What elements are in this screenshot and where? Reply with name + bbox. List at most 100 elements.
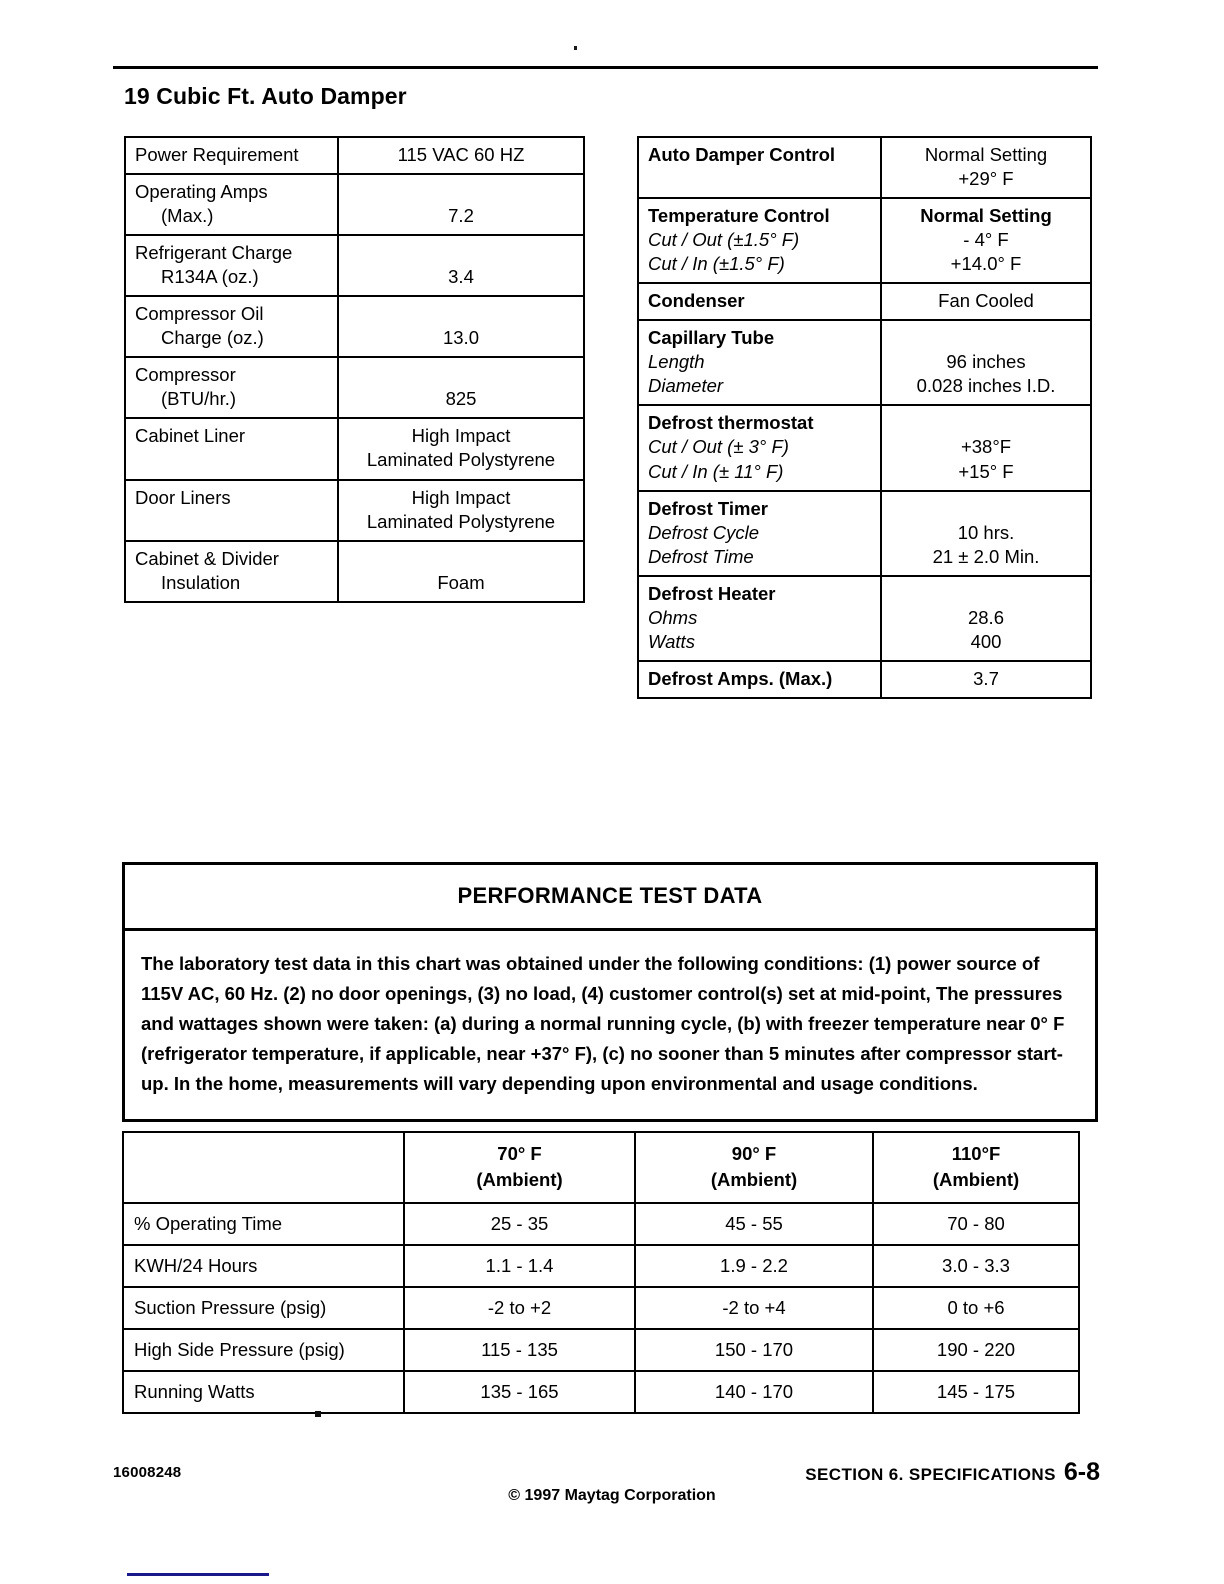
cell-content: Defrost Heater Ohms Watts — [639, 577, 880, 660]
cell-content: High Side Pressure (psig) — [124, 1330, 403, 1370]
condition-marker: (1) — [868, 953, 892, 974]
table-row: Compressor Oil Charge (oz.) 13.0 — [124, 295, 585, 359]
table-row: Cabinet Liner High Impact Laminated Polys… — [124, 417, 585, 481]
perf-value-cell: 1.1 - 1.4 — [403, 1243, 636, 1288]
cell-line: Insulation — [161, 571, 241, 593]
table-row: Power Requirement 115 VAC 60 HZ — [124, 135, 585, 176]
cell-content: 1.1 - 1.4 — [405, 1246, 634, 1286]
cell-line: Foam — [437, 571, 485, 593]
cell-line: 13.0 — [442, 327, 479, 349]
cell-line: 145 - 175 — [936, 1380, 1016, 1402]
cell-line: Cut / In (± 11° F) — [648, 460, 784, 482]
spec-value-cell: 3.4 — [337, 234, 585, 298]
cell-content: 13.0 — [339, 297, 583, 356]
scan-artifact-bottom — [315, 1411, 321, 1417]
cell-line: High Impact — [411, 425, 511, 447]
cell-content: 3.0 - 3.3 — [874, 1246, 1078, 1286]
cell-content: 10 hrs. 21 ± 2.0 Min. — [882, 492, 1090, 575]
table-row: Cabinet & Divider Insulation Foam — [124, 539, 585, 603]
condition-marker: (2) — [283, 982, 306, 1004]
cell-content — [124, 1133, 403, 1202]
cell-line: Condenser — [648, 290, 745, 312]
spec-value-cell: 28.6 400 — [880, 574, 1092, 662]
performance-data-table: 70° F (Ambient) 90° F (Ambient) 110°F (Ambien… — [122, 1131, 1080, 1414]
perf-value-cell: -2 to +2 — [403, 1285, 636, 1330]
performance-panel-description: The laboratory test data in this chart w… — [141, 953, 1065, 1094]
cell-line: 1.1 - 1.4 — [485, 1254, 554, 1276]
cell-content: Running Watts — [124, 1372, 403, 1412]
cell-content: Condenser — [639, 284, 880, 319]
cell-line: +15° F — [958, 460, 1014, 482]
cell-line: Defrost thermostat — [648, 412, 814, 434]
spec-value-cell: 825 — [337, 356, 585, 420]
spec-label-cell: Compressor (BTU/hr.) — [124, 356, 339, 420]
cell-content: 3.7 — [882, 662, 1090, 697]
cell-line: (Ambient) — [932, 1169, 1020, 1191]
performance-test-data-panel: PERFORMANCE TEST DATA The laboratory tes… — [122, 862, 1098, 1122]
cell-line: Ohms — [648, 606, 698, 628]
cell-line: 10 hrs. — [957, 521, 1015, 543]
cell-line: -2 to +4 — [722, 1296, 786, 1318]
footer-copyright: © 1997 Maytag Corporation — [508, 1487, 716, 1504]
cell-content: Refrigerant Charge R134A (oz.) — [126, 236, 337, 295]
perf-value-cell: 140 - 170 — [634, 1369, 874, 1414]
cell-line: Compressor Oil — [135, 303, 264, 325]
cell-content: Auto Damper Control — [639, 138, 880, 197]
cell-content: Normal Setting - 4° F +14.0° F — [882, 199, 1090, 282]
cell-content: -2 to +2 — [405, 1288, 634, 1328]
cell-line: +14.0° F — [950, 253, 1022, 275]
cell-line: 25 - 35 — [490, 1212, 549, 1234]
spec-label-cell: Auto Damper Control — [637, 135, 882, 200]
cell-line: 190 - 220 — [936, 1338, 1016, 1360]
perf-value-cell: 190 - 220 — [872, 1327, 1080, 1372]
cell-content: 110°F (Ambient) — [874, 1133, 1078, 1202]
spec-value-cell: 96 inches 0.028 inches I.D. — [880, 319, 1092, 407]
spec-value-cell: Normal Setting +29° F — [880, 135, 1092, 200]
cell-content: Door Liners — [126, 481, 337, 540]
cell-line: Cut / Out (± 3° F) — [648, 436, 789, 458]
perf-value-cell: 145 - 175 — [872, 1369, 1080, 1414]
cell-line: R134A (oz.) — [161, 266, 259, 288]
cell-line: Cabinet & Divider — [135, 547, 279, 569]
table-row: Running Watts 135 - 165 140 - 170 145 - 175 — [122, 1369, 1080, 1414]
cell-content: Defrost thermostat Cut / Out (± 3° F) Cut … — [639, 406, 880, 489]
cell-content: 45 - 55 — [636, 1204, 872, 1244]
perf-value-cell: 25 - 35 — [403, 1201, 636, 1246]
cell-line: 3.0 - 3.3 — [942, 1254, 1010, 1276]
cell-line: Suction Pressure (psig) — [134, 1296, 327, 1318]
condition-marker: (3) — [477, 982, 501, 1004]
condition-marker: (4) — [581, 982, 604, 1004]
cell-content: 145 - 175 — [874, 1372, 1078, 1412]
cell-line: Fan Cooled — [938, 290, 1034, 312]
cell-content: 135 - 165 — [405, 1372, 634, 1412]
cell-content: Foam — [339, 542, 583, 601]
spec-value-cell: Foam — [337, 539, 585, 603]
cell-line: (Ambient) — [710, 1169, 798, 1191]
cell-line: Operating Amps — [135, 181, 268, 203]
cell-line: Door Liners — [135, 486, 231, 508]
spec-left-body: Power Requirement 115 VAC 60 HZ Operating … — [124, 135, 585, 603]
perf-value-cell: 135 - 165 — [403, 1369, 636, 1414]
spec-label-cell: Operating Amps (Max.) — [124, 173, 339, 237]
cell-content: Power Requirement — [126, 138, 337, 173]
performance-panel-title: PERFORMANCE TEST DATA — [125, 865, 1095, 931]
cell-line: 45 - 55 — [725, 1212, 783, 1234]
perf-value-cell: 0 to +6 — [872, 1285, 1080, 1330]
cell-line: 1.9 - 2.2 — [720, 1254, 788, 1276]
cell-line: Cut / Out (±1.5° F) — [648, 229, 800, 251]
cell-line: KWH/24 Hours — [134, 1254, 258, 1276]
cell-line: Power Requirement — [135, 144, 299, 165]
spec-value-cell: High Impact Laminated Polystyrene — [337, 478, 585, 542]
perf-column-header: 90° F (Ambient) — [634, 1131, 874, 1204]
cell-line: 115 - 135 — [481, 1338, 558, 1360]
cell-content: 90° F (Ambient) — [636, 1133, 872, 1202]
cell-line: -2 to +2 — [487, 1296, 552, 1318]
footer-section-text: SECTION 6. SPECIFICATIONS — [805, 1465, 1056, 1484]
spec-label-cell: Defrost Timer Defrost Cycle Defrost Time — [637, 489, 882, 577]
cell-line: 400 — [970, 630, 1002, 652]
cell-line: Laminated Polystyrene — [366, 449, 556, 471]
cell-line: 0.028 inches I.D. — [916, 375, 1056, 397]
perf-value-cell: 45 - 55 — [634, 1201, 874, 1246]
cell-content: -2 to +4 — [636, 1288, 872, 1328]
cell-line: Normal Setting — [924, 144, 1048, 165]
